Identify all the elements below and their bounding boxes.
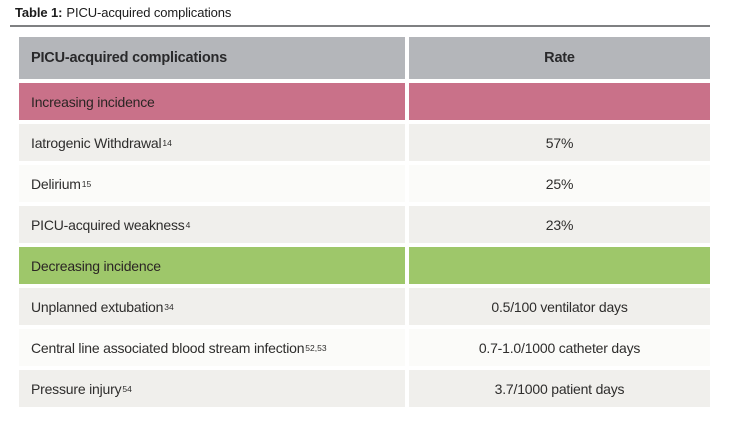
table-caption-text: PICU-acquired complications [66,5,232,20]
rate-cell: 23% [409,206,710,243]
complication-cell: Pressure injury 54 [19,370,405,407]
section-header-cell: Decreasing incidence [19,247,405,284]
rate-cell: 25% [409,165,710,202]
rate-cell: 57% [409,124,710,161]
complication-label: Delirium [31,175,81,192]
complication-cell: Delirium 15 [19,165,405,202]
complication-label: Pressure injury [31,380,122,397]
complications-table: PICU-acquired complications Rate Increas… [19,37,710,407]
complication-label: PICU-acquired weakness [31,216,185,233]
column-header-complications: PICU-acquired complications [19,37,405,79]
column-header-rate: Rate [409,37,710,79]
complication-cell: Iatrogenic Withdrawal 14 [19,124,405,161]
rate-cell: 0.5/100 ventilator days [409,288,710,325]
caption-divider [10,25,710,27]
table-caption: Table 1: PICU-acquired complications [15,5,231,20]
rate-cell: 3.7/1000 patient days [409,370,710,407]
section-header-spacer [409,83,710,120]
table-caption-label: Table 1: [15,5,63,20]
section-header-spacer [409,247,710,284]
complication-label: Iatrogenic Withdrawal [31,134,162,151]
complication-cell: Unplanned extubation 34 [19,288,405,325]
complication-cell: PICU-acquired weakness 4 [19,206,405,243]
complication-cell: Central line associated blood stream inf… [19,329,405,366]
section-header-cell: Increasing incidence [19,83,405,120]
rate-cell: 0.7-1.0/1000 catheter days [409,329,710,366]
complication-label: Unplanned extubation [31,298,164,315]
complication-label: Central line associated blood stream inf… [31,339,305,356]
